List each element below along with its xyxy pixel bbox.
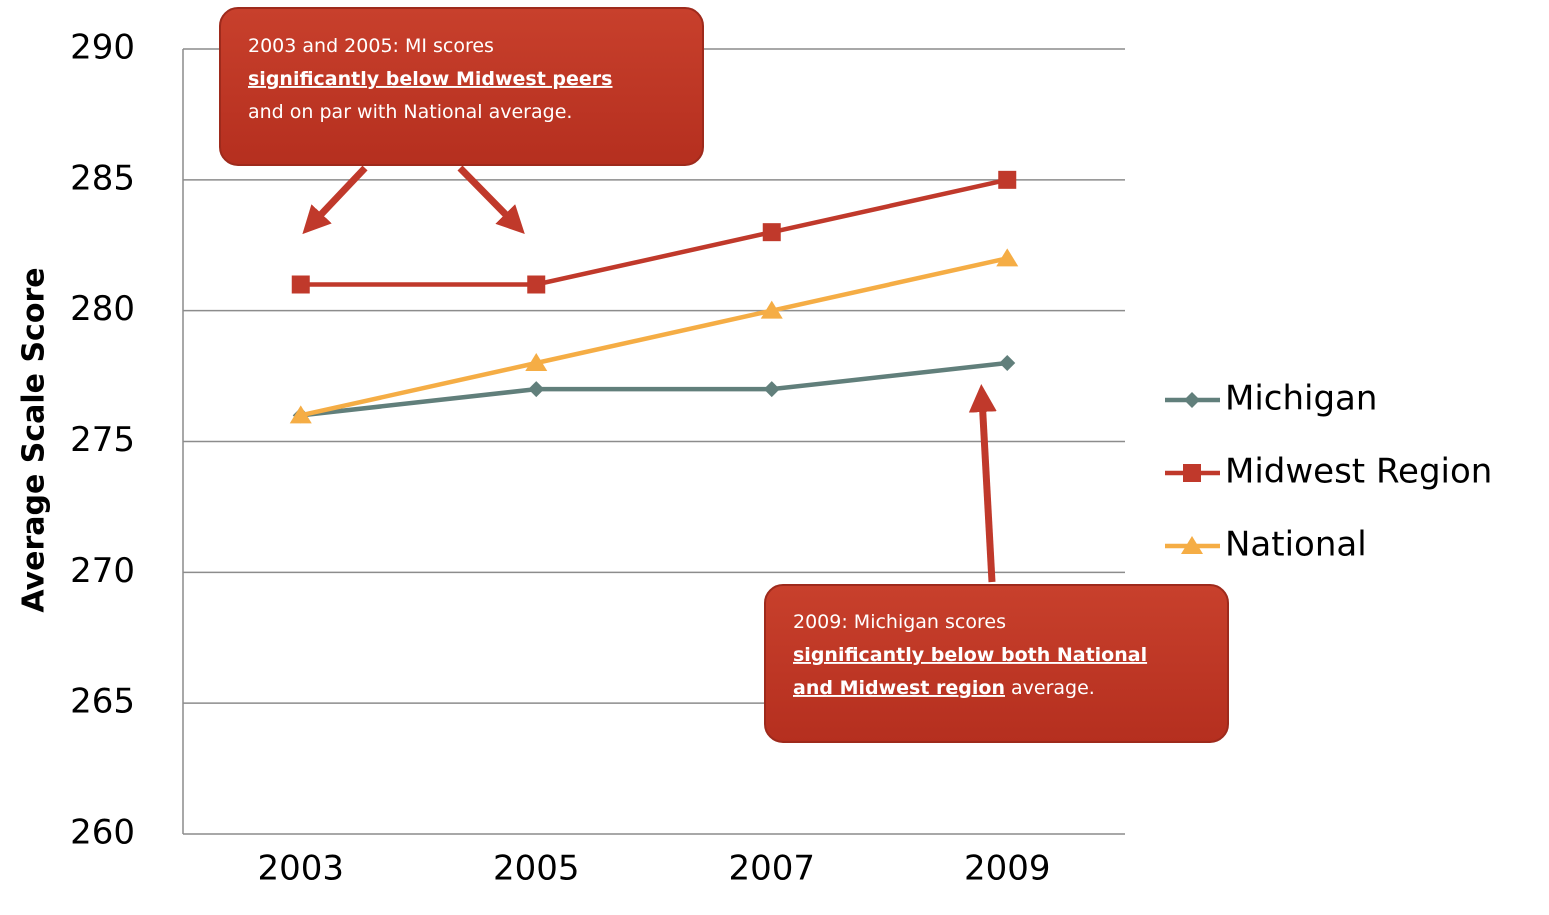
callout-box — [764, 584, 1229, 743]
marker — [289, 405, 312, 424]
legend-label: Midwest Region — [1225, 452, 1492, 492]
marker — [760, 300, 783, 319]
annotation-text: 2003 and 2005: MI scores — [248, 35, 494, 57]
arrow — [457, 165, 525, 234]
y-tick-label: 290 — [70, 28, 135, 68]
annotation-text: average. — [1005, 677, 1095, 699]
annotation-line: and Midwest region average. — [793, 677, 1095, 699]
marker — [291, 275, 310, 294]
marker — [1181, 536, 1203, 554]
y-tick-label: 265 — [70, 682, 135, 722]
annotation-text: and Midwest region — [793, 677, 1005, 699]
marker — [999, 355, 1016, 371]
x-tick-label: 2005 — [493, 849, 580, 889]
y-tick-label: 270 — [70, 551, 135, 591]
y-tick-label: 275 — [70, 420, 135, 460]
legend: Michigan Midwest Region National — [1165, 379, 1492, 565]
annotation-line: significantly below both National — [793, 644, 1147, 666]
annotation-line: and on par with National average. — [248, 101, 572, 123]
marker — [998, 170, 1017, 189]
marker — [1183, 464, 1201, 482]
legend-label: National — [1225, 525, 1367, 565]
y-tick-label: 260 — [70, 813, 135, 853]
annotation-line: significantly below Midwest peers — [248, 68, 613, 90]
marker — [1184, 392, 1200, 408]
series-line — [300, 177, 1008, 287]
series-line — [300, 256, 1008, 418]
marker — [763, 381, 780, 398]
annotation-text: significantly below both National — [793, 644, 1147, 666]
annotation-text: significantly below Midwest peers — [248, 68, 613, 90]
marker — [762, 223, 781, 242]
arrow — [302, 165, 368, 235]
series-line — [300, 360, 1008, 418]
marker — [525, 353, 548, 371]
marker — [528, 381, 545, 398]
legend-label: Michigan — [1225, 379, 1377, 419]
arrow — [968, 384, 997, 583]
x-tick-label: 2009 — [964, 849, 1051, 889]
annotations: 2003 and 2005: MI scores significantly be… — [248, 35, 1147, 699]
y-tick-label: 280 — [70, 289, 135, 329]
callout-box — [219, 7, 704, 166]
x-tick-label: 2007 — [728, 849, 815, 889]
annotation-line: 2003 and 2005: MI scores — [248, 35, 494, 57]
annotation-line: 2009: Michigan scores — [793, 611, 1006, 633]
arrows — [302, 165, 997, 583]
marker — [996, 248, 1019, 267]
x-tick-label: 2003 — [257, 849, 344, 889]
y-tick-label: 285 — [70, 158, 135, 198]
annotation-text: 2009: Michigan scores — [793, 611, 1006, 633]
marker — [527, 275, 546, 294]
y-axis-label: Average Scale Score — [17, 267, 52, 612]
annotation-text: and on par with National average. — [248, 101, 572, 123]
